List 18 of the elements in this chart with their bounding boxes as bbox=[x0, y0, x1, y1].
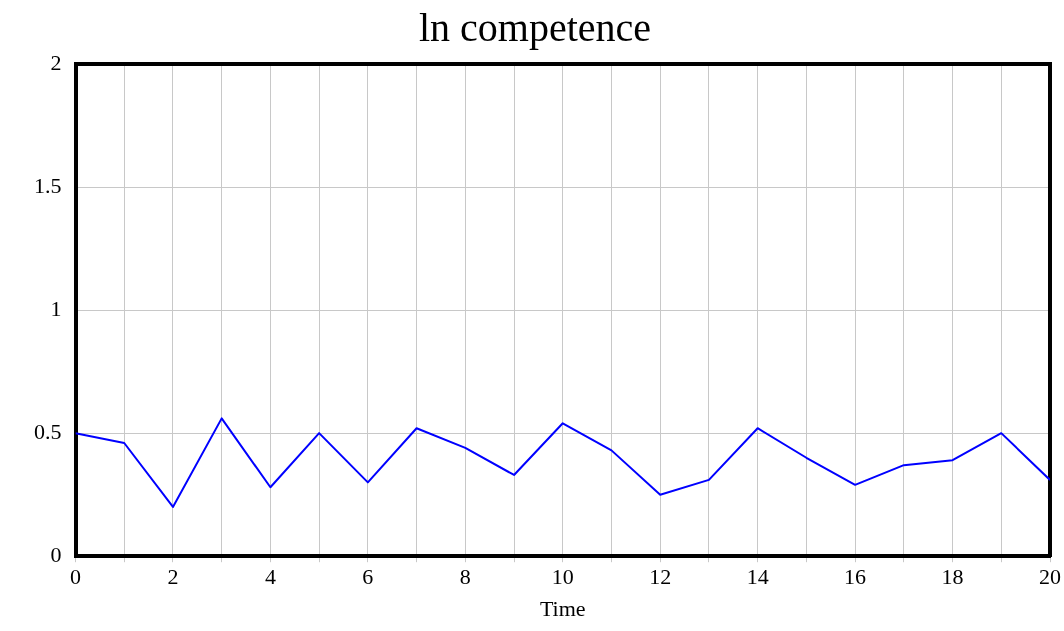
x-axis-title: Time bbox=[539, 595, 586, 621]
x-tick-label: 8 bbox=[459, 564, 471, 590]
x-tick-label: 20 bbox=[1039, 564, 1061, 590]
y-tick-label: 1 bbox=[50, 295, 62, 321]
x-tick-label: 18 bbox=[941, 564, 964, 590]
y-tick-label: 2 bbox=[50, 49, 62, 75]
x-tick-label: 14 bbox=[746, 564, 769, 590]
x-tick-label: 6 bbox=[362, 564, 374, 590]
y-tick-label: 0.5 bbox=[34, 418, 62, 444]
x-tick-label: 12 bbox=[649, 564, 672, 590]
x-tick-label: 4 bbox=[264, 564, 276, 590]
y-tick-label: 1.5 bbox=[34, 172, 62, 198]
x-tick-label: 2 bbox=[167, 564, 179, 590]
y-tick-label: 0 bbox=[50, 541, 62, 567]
x-tick-label: 10 bbox=[551, 564, 574, 590]
chart-title: ln competence bbox=[418, 4, 652, 50]
x-tick-label: 16 bbox=[844, 564, 867, 590]
x-tick-label: 0 bbox=[70, 564, 81, 590]
